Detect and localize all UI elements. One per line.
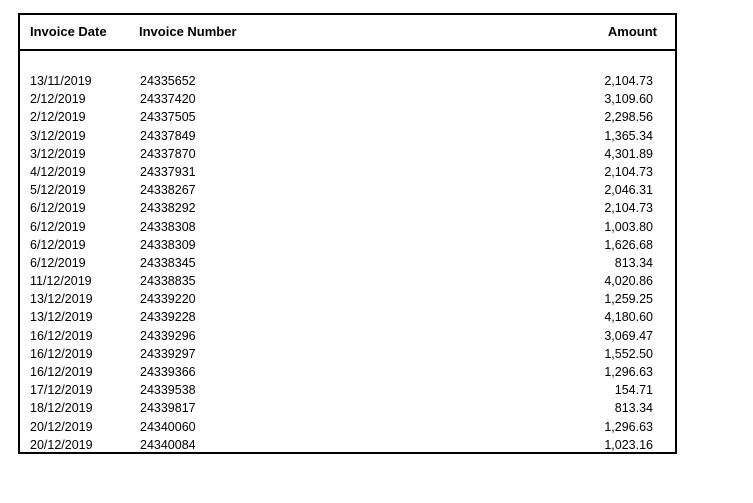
cell-amount: 813.34 [614, 401, 653, 416]
invoice-table: Invoice Date Invoice Number Amount 13/11… [18, 13, 677, 454]
cell-amount: 2,046.31 [604, 183, 653, 198]
table-row: 6/12/2019 24338308 1,003.80 [20, 218, 675, 236]
cell-invoice-date: 3/12/2019 [30, 128, 86, 143]
table-row: 6/12/2019 24338292 2,104.73 [20, 199, 675, 217]
cell-amount: 2,104.73 [604, 74, 653, 88]
cell-invoice-date: 5/12/2019 [30, 183, 86, 198]
cell-amount: 2,104.73 [604, 201, 653, 216]
cell-invoice-date: 6/12/2019 [30, 219, 86, 234]
cell-invoice-number: 24335652 [140, 74, 196, 88]
cell-invoice-number: 24338292 [140, 201, 196, 216]
cell-amount: 1,296.63 [604, 365, 653, 379]
cell-invoice-date: 16/12/2019 [30, 328, 93, 343]
table-row: 6/12/2019 24338345 813.34 [20, 254, 675, 272]
cell-invoice-date: 6/12/2019 [30, 237, 86, 252]
cell-invoice-number: 24339297 [140, 346, 196, 361]
cell-amount: 813.34 [614, 255, 653, 270]
cell-invoice-date: 4/12/2019 [30, 164, 86, 179]
cell-amount: 4,020.86 [604, 274, 653, 289]
cell-invoice-number: 24337849 [140, 128, 196, 143]
table-body: 13/11/2019 24335652 2,104.73 2/12/2019 24337… [20, 72, 675, 454]
cell-invoice-number: 24338267 [140, 183, 196, 198]
table-row: 13/12/2019 24339228 4,180.60 [20, 308, 675, 326]
cell-invoice-number: 24339220 [140, 292, 196, 307]
cell-invoice-number: 24338308 [140, 219, 196, 234]
table-row: 17/12/2019 24339538 154.71 [20, 381, 675, 399]
cell-amount: 3,109.60 [604, 92, 653, 107]
cell-invoice-number: 24340060 [140, 419, 196, 434]
cell-invoice-number: 24339538 [140, 383, 196, 398]
cell-invoice-date: 3/12/2019 [30, 146, 86, 161]
cell-amount: 2,298.56 [604, 110, 653, 125]
cell-invoice-number: 24337420 [140, 92, 196, 107]
cell-amount: 1,626.68 [604, 237, 653, 252]
cell-invoice-number: 24337505 [140, 110, 196, 125]
table-row: 2/12/2019 24337505 2,298.56 [20, 108, 675, 126]
cell-invoice-date: 2/12/2019 [30, 92, 86, 107]
table-row: 13/12/2019 24339220 1,259.25 [20, 290, 675, 308]
table-header: Invoice Date Invoice Number Amount [20, 15, 675, 51]
cell-amount: 1,003.80 [604, 219, 653, 234]
cell-amount: 2,104.73 [604, 164, 653, 179]
cell-amount: 1,296.63 [604, 419, 653, 434]
cell-amount: 4,180.60 [604, 310, 653, 325]
table-row: 20/12/2019 24340060 1,296.63 [20, 418, 675, 436]
cell-invoice-number: 24338835 [140, 274, 196, 289]
cell-invoice-date: 13/12/2019 [30, 310, 93, 325]
cell-invoice-date: 6/12/2019 [30, 255, 86, 270]
cell-invoice-date: 11/12/2019 [30, 274, 92, 289]
cell-invoice-number: 24339817 [140, 401, 196, 416]
table-row: 20/12/2019 24340084 1,023.16 [20, 436, 675, 454]
cell-invoice-date: 17/12/2019 [30, 383, 93, 398]
cell-invoice-number: 24338309 [140, 237, 196, 252]
cell-amount: 154.71 [614, 383, 653, 398]
cell-invoice-date: 2/12/2019 [30, 110, 86, 125]
table-row: 18/12/2019 24339817 813.34 [20, 399, 675, 417]
cell-invoice-number: 24339228 [140, 310, 196, 325]
table-row: 16/12/2019 24339297 1,552.50 [20, 345, 675, 363]
cell-invoice-date: 20/12/2019 [30, 419, 93, 434]
cell-invoice-number: 24339296 [140, 328, 196, 343]
cell-invoice-number: 24339366 [140, 365, 196, 379]
table-row: 4/12/2019 24337931 2,104.73 [20, 163, 675, 181]
table-row: 3/12/2019 24337849 1,365.34 [20, 127, 675, 145]
cell-invoice-date: 16/12/2019 [30, 365, 93, 379]
table-row: 16/12/2019 24339366 1,296.63 [20, 363, 675, 381]
table-row: 11/12/2019 24338835 4,020.86 [20, 272, 675, 290]
table-row: 16/12/2019 24339296 3,069.47 [20, 327, 675, 345]
table-row: 2/12/2019 24337420 3,109.60 [20, 90, 675, 108]
table-row: 5/12/2019 24338267 2,046.31 [20, 181, 675, 199]
cell-amount: 1,552.50 [604, 346, 653, 361]
cell-amount: 3,069.47 [604, 328, 653, 343]
header-invoice-date: Invoice Date [30, 24, 107, 39]
cell-invoice-date: 16/12/2019 [30, 346, 93, 361]
cell-invoice-date: 13/12/2019 [30, 292, 93, 307]
cell-amount: 1,023.16 [604, 437, 653, 452]
cell-amount: 1,259.25 [604, 292, 653, 307]
cell-invoice-date: 18/12/2019 [30, 401, 93, 416]
header-amount: Amount [607, 24, 657, 39]
table-row: 6/12/2019 24338309 1,626.68 [20, 236, 675, 254]
cell-amount: 1,365.34 [604, 128, 653, 143]
cell-invoice-date: 6/12/2019 [30, 201, 86, 216]
cell-invoice-number: 24338345 [140, 255, 196, 270]
cell-invoice-date: 13/11/2019 [30, 74, 92, 88]
cell-invoice-date: 20/12/2019 [30, 437, 93, 452]
cell-invoice-number: 24340084 [140, 437, 196, 452]
table-row: 13/11/2019 24335652 2,104.73 [20, 72, 675, 90]
cell-invoice-number: 24337931 [140, 164, 196, 179]
header-invoice-number: Invoice Number [139, 24, 237, 39]
cell-amount: 4,301.89 [604, 146, 653, 161]
cell-invoice-number: 24337870 [140, 146, 196, 161]
table-row: 3/12/2019 24337870 4,301.89 [20, 145, 675, 163]
